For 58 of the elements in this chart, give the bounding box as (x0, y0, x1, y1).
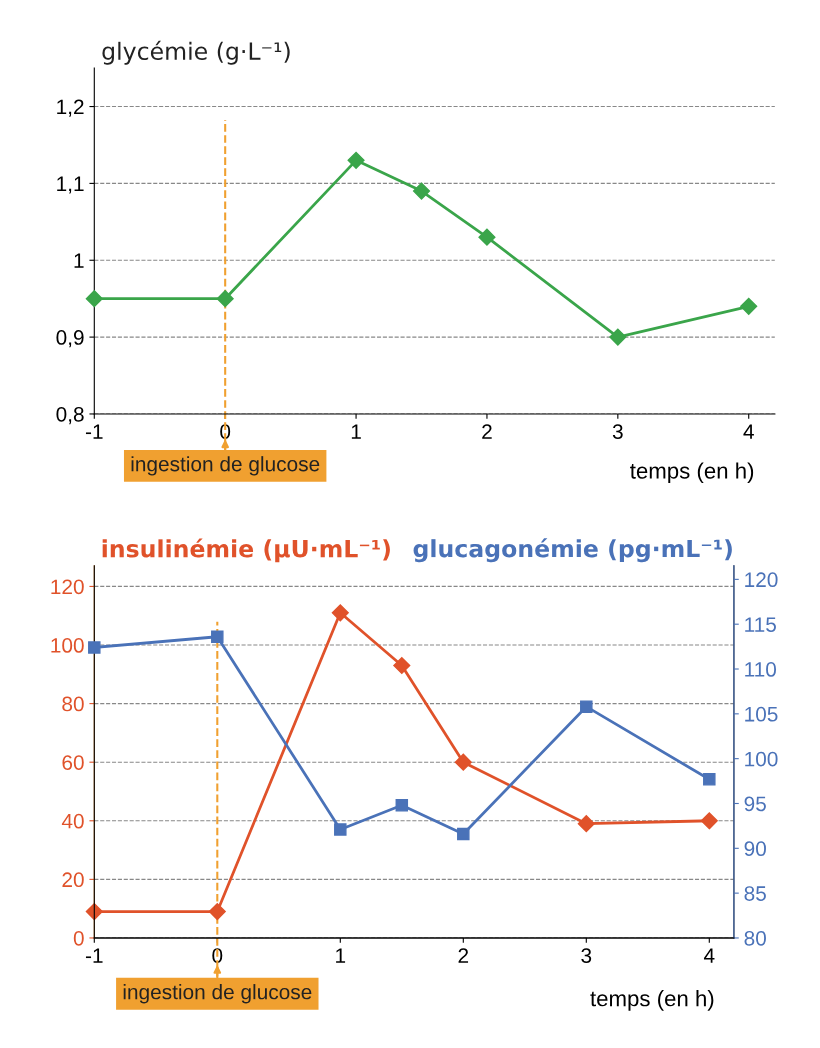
point (393, 656, 411, 675)
point (700, 812, 718, 830)
x-tick-label: 1 (351, 424, 361, 439)
y-tick-label: 120 (51, 579, 84, 595)
point (395, 799, 409, 812)
y-tick-label: 60 (62, 755, 84, 770)
point (454, 753, 472, 771)
x-axis-title: temps (en h) (630, 462, 754, 484)
x-tick-label: 4 (703, 948, 715, 963)
y2-tick-label: 100 (745, 751, 778, 767)
ref-line-label: ingestion de glucose (123, 984, 312, 1004)
y-tick-label: 0,8 (56, 406, 84, 425)
x-tick-label: 2 (482, 424, 492, 439)
y-tick-label: 0 (73, 930, 84, 946)
y-tick-label: 1,2 (57, 99, 84, 117)
point (609, 328, 627, 346)
y2-tick-label: 110 (745, 662, 777, 677)
x-tick-label: 3 (612, 424, 623, 439)
point (412, 182, 431, 200)
y2-tick-label: 85 (744, 886, 766, 901)
x-tick-label: 4 (743, 424, 754, 439)
point (334, 823, 347, 836)
point (85, 290, 103, 308)
y-tick-label: 1 (74, 253, 84, 268)
point (211, 630, 224, 643)
point (703, 773, 716, 786)
y2-tick-label: 105 (745, 706, 778, 722)
y-axis-title: insulinémie (µU·mL⁻¹) (102, 538, 390, 563)
x-tick-label: -1 (85, 424, 103, 439)
point (216, 290, 234, 308)
y2-tick-label: 90 (744, 841, 766, 857)
x-tick-label: 1 (336, 948, 346, 963)
y2-tick-label: 115 (745, 617, 776, 632)
y-tick-label: 20 (62, 872, 84, 888)
point (580, 700, 593, 713)
point (577, 815, 595, 833)
point (347, 151, 365, 169)
y-tick-label: 100 (51, 638, 84, 653)
y2-tick-label: 80 (744, 930, 766, 946)
point (331, 604, 349, 622)
x-tick-label: 3 (581, 948, 592, 963)
point (88, 641, 101, 654)
y-tick-label: 40 (61, 813, 84, 829)
y2-tick-label: 120 (745, 572, 778, 588)
y-tick-label: 0,9 (56, 330, 84, 348)
y-tick-label: 80 (62, 696, 84, 712)
y-tick-label: 1,1 (57, 176, 84, 194)
x-tick-label: 2 (458, 948, 469, 963)
y2-tick-label: 95 (744, 796, 766, 812)
ref-line-label: ingestion de glucose (131, 456, 320, 476)
x-axis-title: temps (en h) (590, 990, 714, 1011)
x-tick-label: -1 (85, 948, 103, 963)
point (208, 903, 226, 921)
point (478, 228, 496, 246)
y-axis-title: glycémie (g·L⁻¹) (102, 40, 290, 65)
point (740, 297, 758, 315)
point (457, 827, 470, 841)
y2-axis-title: glucagonémie (pg·mL⁻¹) (413, 538, 732, 563)
